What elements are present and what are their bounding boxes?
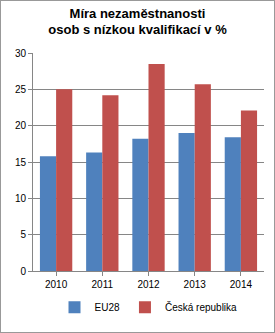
svg-text:5: 5: [20, 229, 26, 240]
svg-text:2011: 2011: [92, 279, 114, 290]
svg-text:25: 25: [15, 84, 27, 95]
svg-text:EU28: EU28: [95, 302, 120, 313]
svg-text:Míra nezaměstnanostiosob s níz: Míra nezaměstnanostiosob s nízkou kvalif…: [48, 6, 227, 38]
svg-text:Česká republika: Česká republika: [165, 301, 237, 313]
svg-text:2012: 2012: [137, 279, 160, 290]
svg-text:2010: 2010: [45, 279, 68, 290]
svg-text:2013: 2013: [184, 279, 207, 290]
svg-text:30: 30: [15, 48, 27, 59]
svg-text:2014: 2014: [230, 279, 253, 290]
svg-text:10: 10: [15, 193, 27, 204]
svg-text:0: 0: [20, 266, 26, 277]
svg-text:20: 20: [15, 120, 27, 131]
svg-text:15: 15: [15, 157, 27, 168]
